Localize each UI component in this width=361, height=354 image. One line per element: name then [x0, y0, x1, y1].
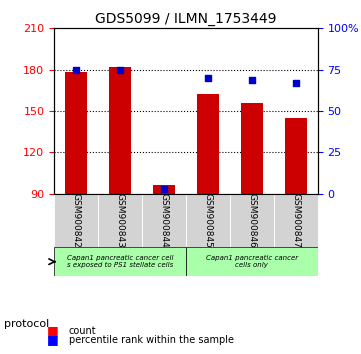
- Bar: [197, 95, 219, 194]
- FancyBboxPatch shape: [142, 194, 186, 247]
- Bar: [241, 103, 263, 194]
- Text: ■: ■: [47, 333, 59, 346]
- Text: protocol: protocol: [4, 319, 49, 329]
- Title: GDS5099 / ILMN_1753449: GDS5099 / ILMN_1753449: [95, 12, 277, 26]
- Text: GSM900844: GSM900844: [160, 193, 169, 248]
- Text: GSM900846: GSM900846: [247, 193, 256, 248]
- Text: percentile rank within the sample: percentile rank within the sample: [69, 335, 234, 345]
- Text: GSM900847: GSM900847: [291, 193, 300, 248]
- Text: GSM900842: GSM900842: [71, 193, 81, 248]
- Text: Capan1 pancreatic cancer
cells only: Capan1 pancreatic cancer cells only: [206, 255, 298, 268]
- FancyBboxPatch shape: [230, 194, 274, 247]
- FancyBboxPatch shape: [274, 194, 318, 247]
- Bar: [285, 118, 307, 194]
- Bar: [153, 185, 175, 194]
- Text: ■: ■: [47, 325, 59, 337]
- Text: count: count: [69, 326, 96, 336]
- Text: Capan1 pancreatic cancer cell
s exposed to PS1 stellate cells: Capan1 pancreatic cancer cell s exposed …: [67, 255, 173, 268]
- FancyBboxPatch shape: [186, 247, 318, 276]
- Bar: [109, 67, 131, 194]
- FancyBboxPatch shape: [54, 194, 98, 247]
- Text: GSM900845: GSM900845: [203, 193, 212, 248]
- Point: [117, 67, 123, 73]
- Point: [73, 67, 79, 73]
- FancyBboxPatch shape: [54, 247, 186, 276]
- Text: GSM900843: GSM900843: [116, 193, 125, 248]
- Bar: [65, 72, 87, 194]
- Point: [293, 80, 299, 86]
- Point: [161, 186, 167, 192]
- FancyBboxPatch shape: [98, 194, 142, 247]
- FancyBboxPatch shape: [186, 194, 230, 247]
- Point: [205, 75, 211, 81]
- Point: [249, 77, 255, 82]
